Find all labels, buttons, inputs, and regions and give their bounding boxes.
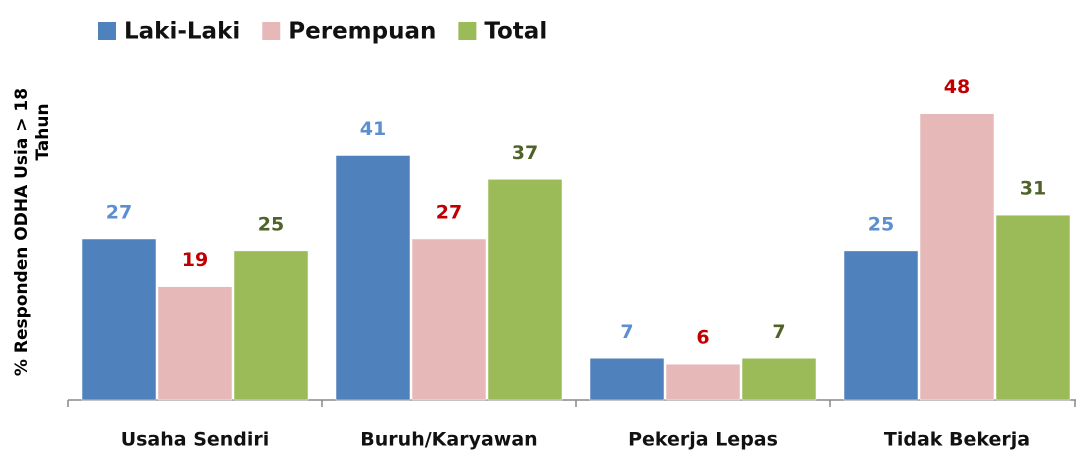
bar (919, 113, 995, 401)
value-label: 25 (868, 213, 894, 235)
value-label: 31 (1020, 178, 1046, 200)
value-label: 19 (182, 249, 208, 271)
value-label: 7 (620, 321, 633, 343)
x-tick-label: Pekerja Lepas (628, 429, 778, 450)
x-tick-label: Tidak Bekerja (884, 429, 1030, 450)
value-label: 48 (944, 76, 970, 98)
legend-label: Laki-Laki (124, 19, 240, 45)
value-label: 37 (512, 142, 538, 164)
bar (81, 238, 157, 401)
legend-label: Total (484, 19, 547, 45)
legend-swatch (458, 22, 477, 40)
value-label: 25 (258, 213, 284, 235)
bar (487, 179, 563, 401)
bar (233, 250, 309, 401)
value-label: 41 (360, 118, 386, 140)
value-label: 27 (436, 201, 462, 223)
bar (665, 363, 741, 401)
x-tick-label: Usaha Sendiri (121, 429, 270, 450)
bar (335, 155, 411, 401)
value-label: 27 (106, 201, 132, 223)
legend-swatch (262, 22, 281, 40)
value-label: 7 (772, 321, 785, 343)
bar (741, 358, 817, 401)
y-axis-label-line: % Responden ODHA Usia > 18 (12, 88, 32, 376)
y-axis-label-line: Tahun (33, 103, 53, 160)
x-tick-label: Buruh/Karyawan (360, 429, 537, 450)
bar (843, 250, 919, 401)
legend-swatch (98, 22, 116, 40)
bar (589, 358, 665, 401)
legend-label: Perempuan (288, 19, 436, 45)
y-axis-label: % Responden ODHA Usia > 18 Tahun (12, 88, 53, 376)
bar (157, 286, 233, 401)
value-label: 6 (696, 327, 709, 349)
bar (411, 238, 487, 401)
bar (995, 214, 1071, 401)
